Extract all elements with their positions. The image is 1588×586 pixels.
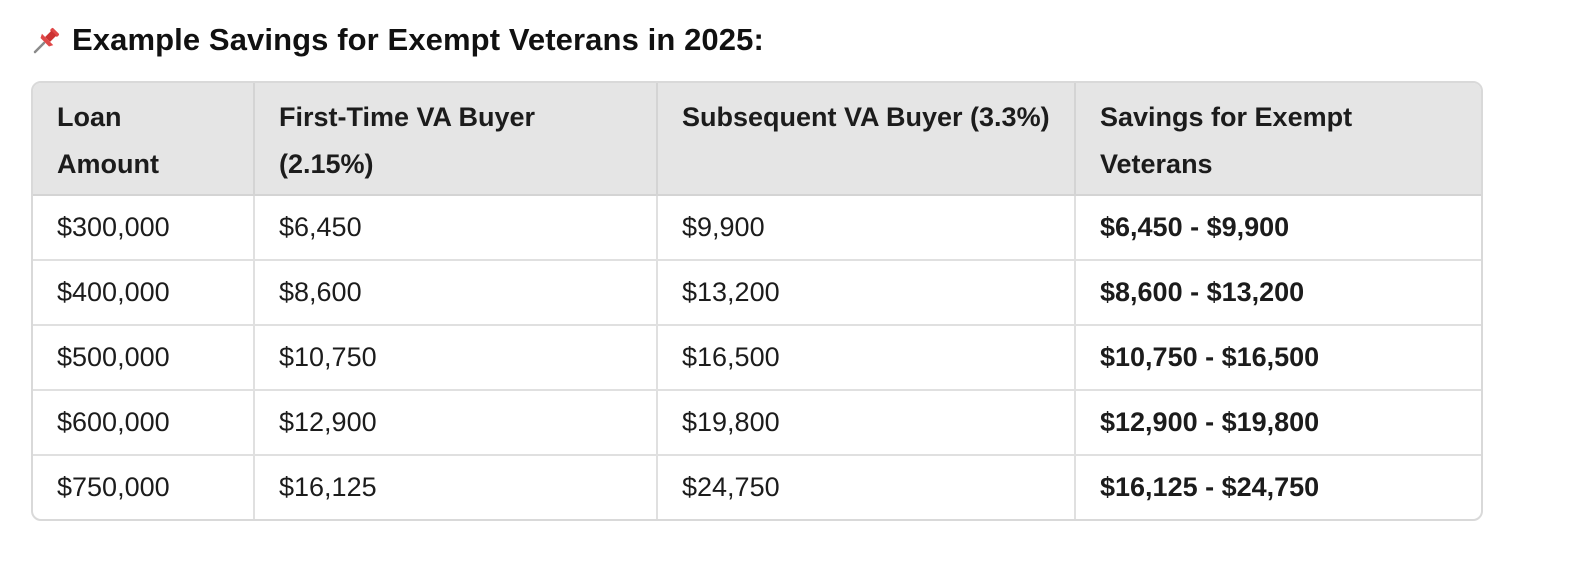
savings-cell: $12,900 - $19,800 — [1075, 390, 1481, 456]
table-row: $500,000 $10,750 $16,500 $10,750 - $16,5… — [33, 325, 1481, 391]
column-header-first-time-buyer: First-Time VA Buyer (2.15%) — [254, 83, 658, 196]
subsequent-fee-cell: $24,750 — [657, 455, 1076, 519]
table-header-row: Loan Amount First-Time VA Buyer (2.15%) … — [33, 83, 1481, 196]
subsequent-fee-cell: $19,800 — [657, 390, 1076, 456]
column-header-subsequent-buyer: Subsequent VA Buyer (3.3%) — [657, 83, 1076, 196]
loan-amount-cell: $300,000 — [33, 195, 255, 261]
savings-table: Loan Amount First-Time VA Buyer (2.15%) … — [31, 81, 1483, 521]
section-heading: Example Savings for Exempt Veterans in 2… — [32, 18, 764, 62]
savings-cell: $8,600 - $13,200 — [1075, 260, 1481, 326]
table-row: $400,000 $8,600 $13,200 $8,600 - $13,200 — [33, 260, 1481, 326]
loan-amount-cell: $600,000 — [33, 390, 255, 456]
subsequent-fee-cell: $9,900 — [657, 195, 1076, 261]
first-time-fee-cell: $12,900 — [254, 390, 658, 456]
first-time-fee-cell: $16,125 — [254, 455, 658, 519]
subsequent-fee-cell: $13,200 — [657, 260, 1076, 326]
first-time-fee-cell: $8,600 — [254, 260, 658, 326]
savings-cell: $16,125 - $24,750 — [1100, 472, 1320, 502]
pushpin-icon — [32, 25, 62, 55]
loan-amount-cell: $750,000 — [33, 455, 255, 519]
loan-amount-cell: $400,000 — [33, 260, 255, 326]
page-title: Example Savings for Exempt Veterans in 2… — [72, 22, 764, 57]
column-header-loan-amount: Loan Amount — [33, 83, 255, 196]
savings-cell: $10,750 - $16,500 — [1075, 325, 1481, 391]
table-row: $300,000 $6,450 $9,900 $6,450 - $9,900 — [33, 195, 1481, 261]
savings-cell: $6,450 - $9,900 — [1075, 195, 1481, 261]
loan-amount-cell: $500,000 — [33, 325, 255, 391]
first-time-fee-cell: $10,750 — [254, 325, 658, 391]
table-row: $750,000 $16,125 $24,750 $16,125 - $24,7… — [33, 455, 1481, 519]
table-row: $600,000 $12,900 $19,800 $12,900 - $19,8… — [33, 390, 1481, 456]
column-header-savings: Savings for Exempt Veterans — [1075, 83, 1481, 196]
subsequent-fee-cell: $16,500 — [657, 325, 1076, 391]
first-time-fee-cell: $6,450 — [254, 195, 658, 261]
